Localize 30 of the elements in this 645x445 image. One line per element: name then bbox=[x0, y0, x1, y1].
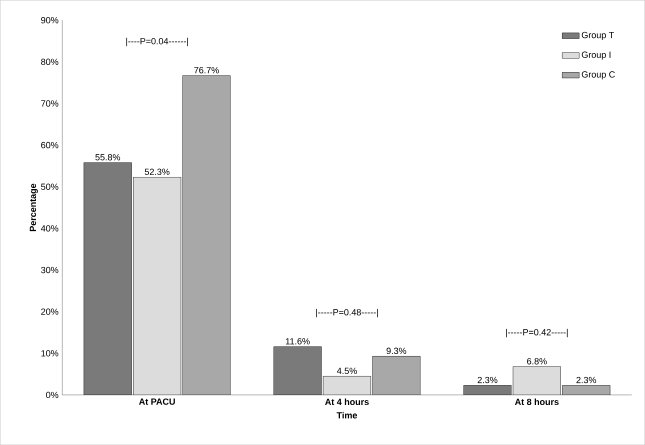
y-axis-title: Percentage bbox=[30, 184, 38, 232]
data-label: 11.6% bbox=[286, 338, 310, 344]
y-tick-label: 30% bbox=[41, 266, 58, 274]
data-label: 9.3% bbox=[386, 348, 406, 354]
y-tick-label: 80% bbox=[41, 58, 58, 65]
y-tick-label: 10% bbox=[41, 350, 58, 356]
data-label: 55.8% bbox=[95, 154, 120, 160]
data-label: 52.3% bbox=[144, 168, 170, 175]
y-tick-label: 20% bbox=[41, 308, 58, 315]
x-axis-title: Time bbox=[336, 412, 358, 418]
y-tick-label: 70% bbox=[41, 100, 58, 107]
data-label: 76.7% bbox=[194, 66, 219, 74]
x-tick-label: At 4 hours bbox=[325, 398, 369, 405]
annotation: |-----P=0.42-----| bbox=[506, 328, 568, 338]
x-tick-label: At 8 hours bbox=[514, 398, 559, 405]
legend-label: Group T bbox=[582, 32, 614, 40]
y-tick-label: 50% bbox=[41, 184, 58, 190]
legend-label: Group C bbox=[582, 71, 615, 80]
annotation: |-----P=0.48-----| bbox=[316, 308, 378, 318]
y-tick-label: 0% bbox=[46, 392, 58, 398]
x-tick-label: At PACU bbox=[138, 398, 175, 405]
data-label: 6.8% bbox=[527, 358, 547, 364]
legend-label: Group I bbox=[582, 52, 610, 60]
data-label: 4.5% bbox=[336, 368, 357, 374]
y-tick-label: 40% bbox=[40, 225, 58, 232]
y-tick-label: 60% bbox=[41, 142, 58, 148]
y-tick-label: 90% bbox=[41, 16, 58, 24]
data-label: 2.3% bbox=[478, 376, 498, 384]
annotation: |----P=0.04------| bbox=[126, 38, 188, 46]
data-label: 2.3% bbox=[576, 376, 596, 384]
